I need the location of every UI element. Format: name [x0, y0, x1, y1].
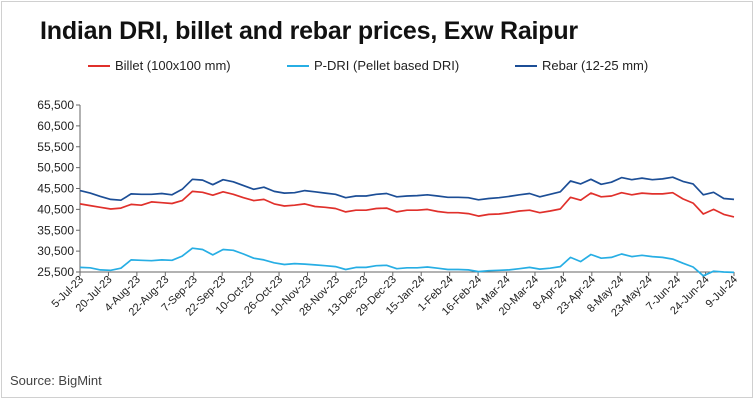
- legend-label-pdri: P-DRI (Pellet based DRI): [314, 58, 460, 73]
- y-tick-label: 65,500: [37, 98, 74, 112]
- legend: Billet (100x100 mm) P-DRI (Pellet based …: [0, 58, 756, 80]
- legend-swatch-rebar: [515, 64, 537, 67]
- series-line-rebar: [79, 176, 735, 202]
- legend-swatch-billet: [88, 64, 110, 67]
- legend-item-rebar: Rebar (12-25 mm): [515, 58, 648, 73]
- y-tick-label: 55,500: [37, 140, 74, 154]
- legend-item-billet: Billet (100x100 mm): [88, 58, 231, 73]
- y-tick-label: 60,500: [37, 119, 74, 133]
- chart-title: Indian DRI, billet and rebar prices, Exw…: [40, 17, 578, 45]
- series-line-billet: [79, 190, 735, 218]
- y-tick-label: 50,500: [37, 161, 74, 175]
- legend-item-pdri: P-DRI (Pellet based DRI): [287, 58, 459, 73]
- x-tick-label: 9-Jul-24: [704, 274, 741, 311]
- legend-swatch-pdri: [287, 64, 309, 67]
- y-tick-label: 35,500: [37, 223, 74, 237]
- series-line-pdri: [79, 247, 735, 277]
- source-note: Source: BigMint: [10, 373, 102, 388]
- y-tick-label: 25,500: [37, 265, 74, 279]
- y-tick-label: 30,500: [37, 244, 74, 258]
- legend-label-rebar: Rebar (12-25 mm): [542, 58, 649, 73]
- y-tick-label: 40,500: [37, 202, 74, 216]
- y-tick-label: 45,500: [37, 182, 74, 196]
- legend-label-billet: Billet (100x100 mm): [115, 58, 231, 73]
